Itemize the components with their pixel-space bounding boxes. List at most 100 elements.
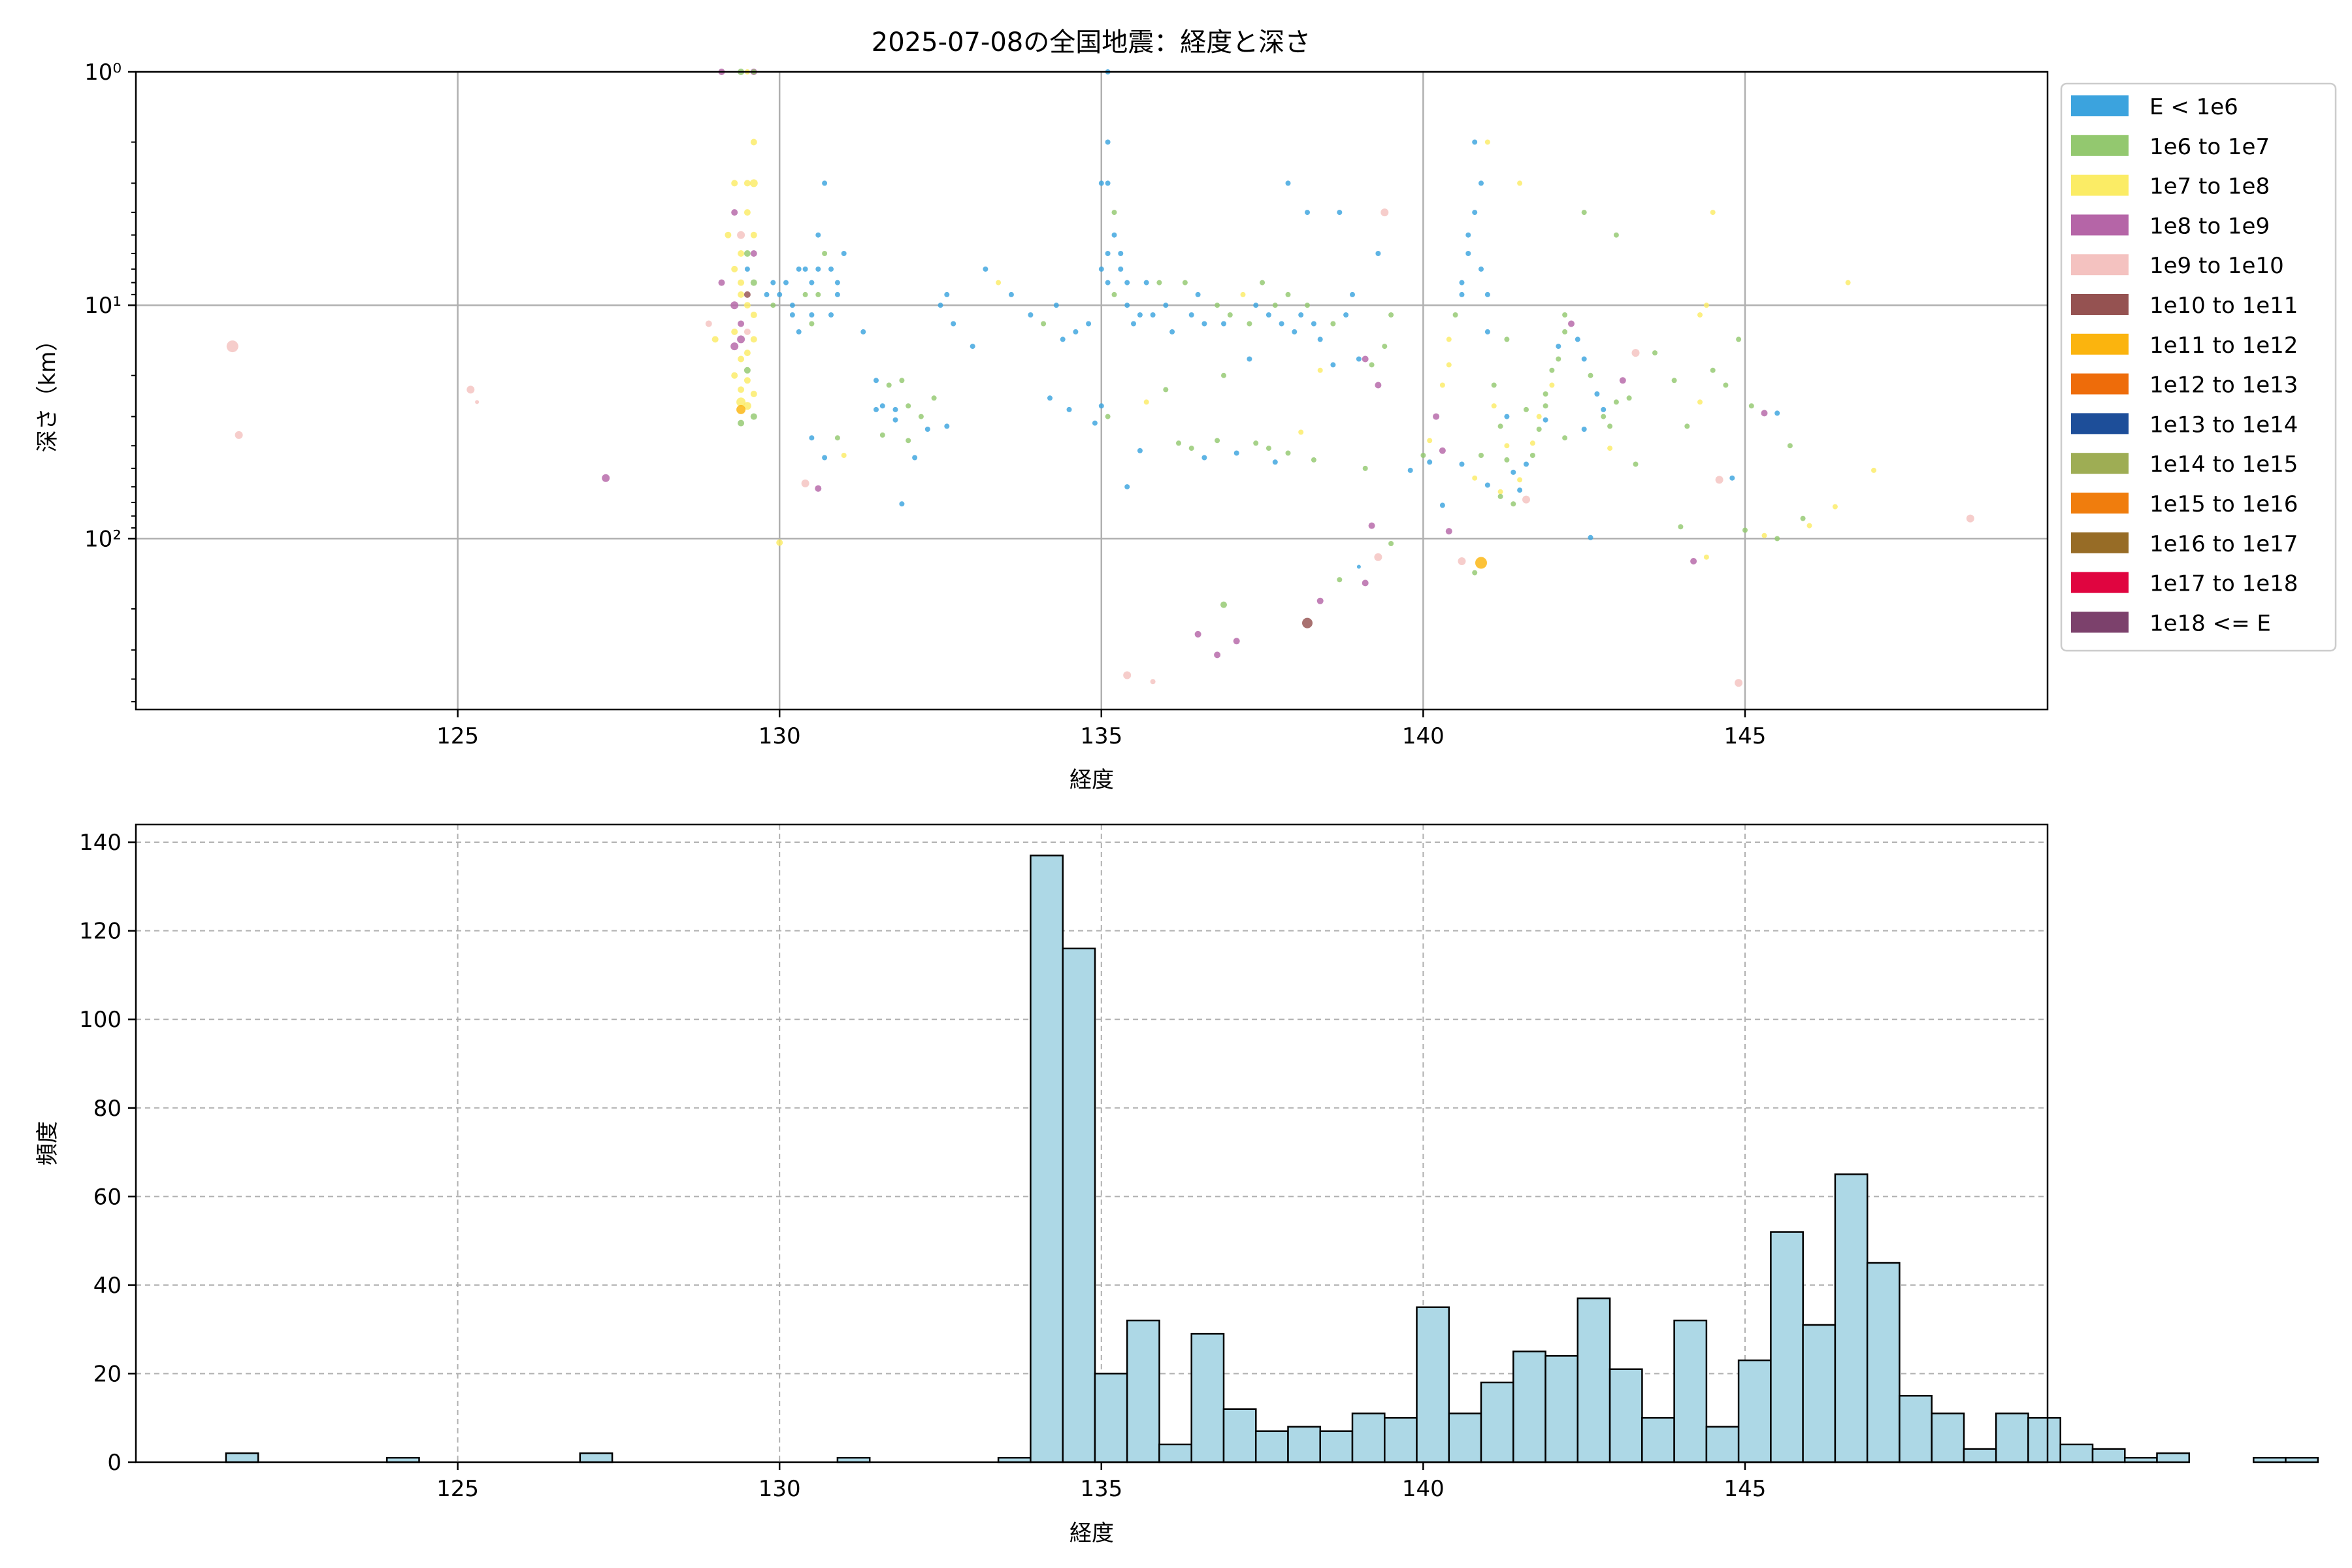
histogram-bar — [1287, 1426, 1322, 1463]
scatter-point — [1427, 459, 1433, 465]
scatter-point — [815, 485, 822, 492]
scatter-point — [912, 455, 918, 461]
histogram-y-ticks: 0 20 40 60 80 100 120 140 — [79, 830, 136, 1476]
scatter-point — [226, 340, 238, 353]
legend-label: 1e16 to 1e17 — [2149, 531, 2298, 557]
scatter-point — [1305, 302, 1310, 308]
scatter-point — [1266, 312, 1271, 318]
scatter-y-tick-label: 10⁰ — [84, 59, 122, 86]
histogram-bar — [1190, 1333, 1225, 1463]
scatter-point — [1368, 522, 1375, 529]
scatter-point — [1787, 443, 1793, 449]
histogram-bar — [1448, 1413, 1482, 1463]
scatter-point — [1266, 446, 1271, 451]
scatter-point — [743, 180, 751, 187]
scatter-point — [1478, 180, 1484, 186]
histogram-bar — [1030, 855, 1064, 1463]
scatter-point — [1362, 580, 1369, 587]
scatter-point — [809, 280, 815, 286]
scatter-point — [1601, 414, 1607, 419]
scatter-point — [1374, 553, 1382, 561]
scatter-point — [1124, 484, 1130, 490]
scatter-point — [1427, 438, 1433, 444]
scatter-point — [1549, 382, 1555, 388]
histogram-x-tick-label: 140 — [1402, 1476, 1445, 1502]
scatter-point — [1497, 423, 1503, 429]
scatter-point — [1247, 321, 1252, 327]
scatter-point — [1028, 312, 1034, 318]
scatter-point — [1607, 423, 1613, 429]
scatter-point — [1272, 302, 1278, 308]
scatter-point — [1227, 312, 1233, 318]
scatter-point — [1581, 210, 1587, 216]
scatter-chart: 125 130 135 140 145 10⁰ 10¹ 10² 経度 深さ（km） — [35, 59, 2049, 793]
legend-label: 1e15 to 1e16 — [2149, 491, 2298, 517]
scatter-point — [1619, 377, 1626, 384]
scatter-point — [924, 427, 930, 432]
scatter-point — [1053, 302, 1059, 308]
histogram-chart: 125 130 135 140 145 0 20 40 60 80 100 120 140 経度 頻度 — [35, 823, 2319, 1546]
scatter-point — [1123, 671, 1132, 679]
scatter-point — [1105, 414, 1111, 419]
scatter-point — [1201, 455, 1207, 461]
scatter-point — [1497, 493, 1503, 499]
scatter-point — [906, 438, 911, 444]
scatter-point — [750, 336, 757, 343]
scatter-point — [1504, 443, 1510, 449]
legend-label: 1e18 <= E — [2149, 610, 2271, 636]
scatter-point — [1529, 440, 1535, 446]
scatter-point — [1215, 302, 1220, 308]
scatter-point — [1337, 210, 1343, 216]
scatter-point — [1522, 495, 1530, 504]
histogram-bar — [2091, 1448, 2126, 1463]
scatter-point — [1337, 577, 1343, 583]
histogram-y-tick-label: 60 — [93, 1184, 122, 1210]
histogram-bar — [1705, 1426, 1740, 1463]
scatter-point — [1556, 344, 1561, 350]
legend-swatch — [2071, 373, 2129, 395]
scatter-point — [1517, 477, 1523, 483]
histogram-x-tick-label: 145 — [1724, 1476, 1767, 1502]
scatter-point — [822, 251, 828, 256]
scatter-point — [1626, 395, 1632, 401]
histogram-x-ticks: 125 130 135 140 145 — [436, 1462, 1766, 1502]
scatter-point — [1631, 349, 1640, 357]
scatter-point — [789, 302, 795, 308]
scatter-point — [796, 266, 802, 272]
scatter-point — [730, 301, 739, 310]
scatter-point — [743, 367, 751, 374]
scatter-point — [1143, 280, 1149, 286]
scatter-point — [1220, 601, 1227, 608]
legend-label: 1e12 to 1e13 — [2149, 372, 2298, 399]
scatter-point — [749, 179, 758, 188]
scatter-point — [744, 266, 750, 272]
scatter-point — [737, 231, 745, 239]
legend-label: 1e6 to 1e7 — [2149, 134, 2270, 160]
scatter-point — [1562, 435, 1568, 441]
scatter-point — [1529, 453, 1535, 458]
scatter-point — [776, 539, 783, 546]
scatter-point — [1697, 312, 1703, 318]
scatter-point — [1543, 417, 1548, 423]
scatter-point — [1150, 679, 1156, 685]
scatter-point — [1543, 391, 1548, 397]
histogram-bar — [1963, 1448, 1997, 1463]
scatter-point — [834, 280, 840, 286]
scatter-point — [738, 250, 745, 257]
scatter-point — [1562, 329, 1568, 335]
scatter-point — [944, 291, 950, 297]
scatter-point — [892, 417, 898, 423]
scatter-point — [1446, 362, 1452, 368]
scatter-point — [886, 382, 892, 388]
scatter-point — [1504, 457, 1510, 463]
scatter-point — [1735, 679, 1743, 687]
scatter-x-tick-label: 145 — [1724, 723, 1767, 749]
scatter-point — [1575, 336, 1580, 342]
scatter-point — [743, 291, 751, 298]
scatter-point — [1201, 321, 1207, 327]
scatter-point — [1723, 382, 1729, 388]
scatter-point — [1581, 356, 1587, 362]
scatter-y-ticks: 10⁰ 10¹ 10² — [84, 59, 136, 703]
scatter-point — [1697, 399, 1703, 405]
scatter-point — [1484, 291, 1490, 297]
